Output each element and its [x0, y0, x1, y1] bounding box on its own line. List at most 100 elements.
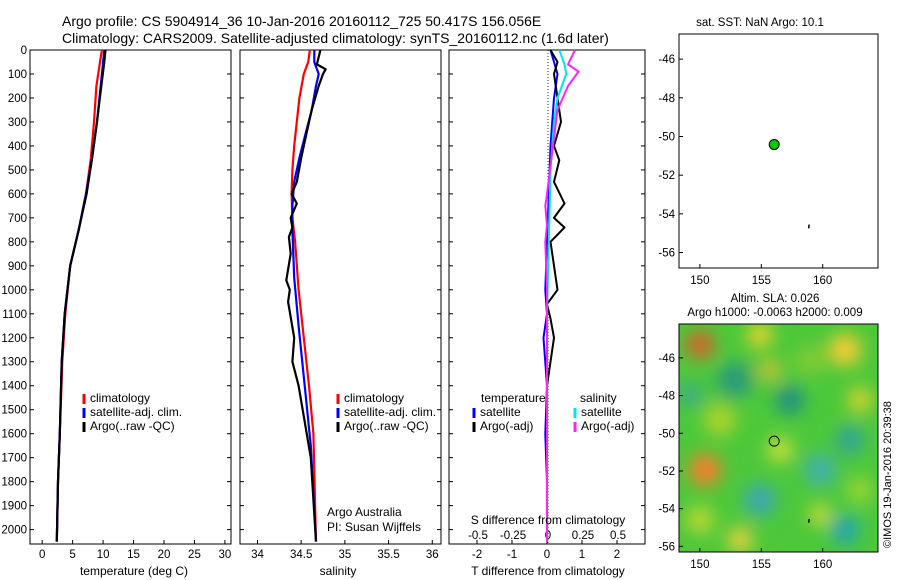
- salinity-panel: 34 34.5 35 35.5 36 salinity climatologysatel…: [239, 49, 442, 578]
- s-tick-label: 0.5: [610, 530, 626, 542]
- x-tick-label: 15: [127, 549, 140, 561]
- depth-tick-label: 1200: [1, 333, 27, 345]
- depth-tick-label: 1900: [1, 501, 27, 513]
- difference-xlabel-salinity: S difference from climatology: [471, 513, 626, 527]
- salinity-axes-frame: [239, 49, 442, 545]
- map-y-tick-label: -50: [658, 131, 675, 143]
- imos-watermark: ©IMOS 19-Jan-2016 20:39:38: [882, 401, 894, 548]
- legend-entry: Argo(..raw -QC): [344, 419, 429, 433]
- x-tick-label: 36: [426, 549, 439, 561]
- annotation-pi: PI: Susan Wijffels: [327, 520, 421, 534]
- sla-anomaly-blob: [679, 383, 702, 407]
- temperature-panel: 0 5 10 15 20 25 300100200300400500600700800900…: [1, 45, 232, 578]
- map-y-tick-label: -56: [658, 248, 675, 260]
- float-position-marker: [768, 435, 780, 447]
- map-y-tick-label: -54: [658, 209, 675, 221]
- difference-lines: [542, 49, 580, 542]
- x-tick-label: 30: [219, 549, 232, 561]
- legend-title-temperature: temperature: [481, 391, 546, 405]
- map-y-tick-label: -56: [658, 541, 675, 553]
- salinity-lines: [285, 49, 327, 542]
- sla-anomaly-blob: [717, 362, 753, 398]
- difference-xlabel: T difference from climatology: [471, 564, 625, 578]
- depth-tick-label: 900: [8, 261, 27, 273]
- difference-x-ticks: -2 -1 0 1 2-0.5 -0.25 0 0.25 0.5: [449, 49, 645, 561]
- sla-map-ticks: 150 155 160 -46 -48 -50 -52 -54 -56: [658, 353, 832, 571]
- sla-anomaly-blob: [768, 438, 792, 462]
- x-tick-label: 34.5: [290, 549, 312, 561]
- depth-tick-label: 500: [8, 165, 27, 177]
- salinity-x-ticks: 34 34.5 35 35.5 36: [240, 49, 441, 561]
- depth-tick-label: 1100: [2, 309, 27, 321]
- x-tick-label: 5: [69, 549, 75, 561]
- sla-map-frame: [678, 323, 879, 553]
- temperature-x-ticks: 0 5 10 15 20 25 300100200300400500600700800900…: [1, 45, 231, 561]
- x-tick-label: -2: [472, 549, 482, 561]
- map-x-tick-label: 160: [813, 275, 832, 287]
- x-tick-label: 0: [544, 549, 550, 561]
- depth-tick-label: 1700: [1, 453, 27, 465]
- difference-panel: -2 -1 0 1 2-0.5 -0.25 0 0.25 0.5 T difference fr…: [448, 49, 646, 578]
- depth-tick-label: 1000: [1, 285, 27, 297]
- depth-tick-label: 800: [8, 237, 27, 249]
- s-tick-label: -0.5: [468, 530, 488, 542]
- float-track: [807, 224, 810, 229]
- legend-entry: satellite-adj. clim.: [90, 405, 182, 419]
- map-y-tick-label: -48: [658, 391, 675, 403]
- x-tick-label: 34: [251, 549, 264, 561]
- sla-anomaly-blob: [760, 360, 780, 380]
- series-line-satellite-adj-clim-: [291, 50, 320, 542]
- depth-tick-label: 1500: [1, 405, 27, 417]
- legend-entry: satellite: [480, 405, 521, 419]
- series-line-argo-raw-qc-: [285, 49, 327, 542]
- map-y-tick-label: -48: [658, 93, 675, 105]
- difference-legend: temperature salinitysatelliteArgo(-adj)sa…: [472, 391, 634, 433]
- x-tick-label: 1: [579, 549, 585, 561]
- depth-tick-label: 700: [8, 213, 27, 225]
- map-y-tick-label: -50: [658, 428, 675, 440]
- sla-anomaly-blob: [748, 324, 772, 347]
- s-tick-label: -0.25: [500, 530, 526, 542]
- map-x-tick-label: 155: [752, 559, 771, 571]
- x-tick-label: 35: [338, 549, 351, 561]
- sst-map-marks: [768, 139, 810, 229]
- sla-anomaly-blob: [831, 516, 859, 544]
- map-y-tick-label: -52: [658, 170, 675, 182]
- sla-title-line-2: Argo h1000: -0.0063 h2000: 0.009: [687, 307, 862, 319]
- legend-entry: satellite-adj. clim.: [344, 405, 436, 419]
- depth-tick-label: 1300: [1, 357, 27, 369]
- sla-map-panel: Altim. SLA: 0.026 Argo h1000: -0.0063 h2…: [658, 293, 879, 571]
- series-line-climatology: [55, 49, 103, 542]
- x-tick-label: 2: [614, 549, 620, 561]
- float-position-marker: [768, 139, 780, 151]
- depth-tick-label: 1800: [1, 477, 27, 489]
- legend-entry: Argo(..raw -QC): [90, 419, 175, 433]
- temperature-axes-frame: [29, 49, 232, 545]
- x-tick-label: -1: [507, 549, 517, 561]
- legend-entry: Argo(-adj): [480, 419, 533, 433]
- map-y-tick-label: -46: [658, 54, 675, 66]
- title-line-2: Climatology: CARS2009. Satellite-adjuste…: [62, 30, 609, 46]
- sla-anomaly-blob: [848, 388, 872, 412]
- depth-tick-label: 100: [8, 69, 27, 81]
- x-tick-label: 35.5: [377, 549, 399, 561]
- legend-entry: climatology: [344, 391, 404, 405]
- map-x-tick-label: 160: [813, 559, 832, 571]
- map-y-tick-label: -46: [658, 353, 675, 365]
- sla-anomaly-blob: [728, 528, 752, 552]
- temperature-lines: [55, 49, 107, 542]
- map-x-tick-label: 155: [752, 275, 771, 287]
- depth-tick-label: 200: [8, 93, 27, 105]
- series-line-salinity-argo-adj-: [544, 49, 580, 542]
- sla-map-marks: [768, 435, 810, 523]
- salinity-xlabel: salinity: [320, 564, 357, 578]
- sla-anomaly-blob: [704, 404, 736, 436]
- map-y-tick-label: -54: [658, 504, 675, 516]
- sla-anomaly-blob: [744, 484, 776, 516]
- float-track: [807, 518, 810, 523]
- sst-title: sat. SST: NaN Argo: 10.1: [696, 17, 824, 29]
- sla-anomaly-blob: [836, 426, 864, 454]
